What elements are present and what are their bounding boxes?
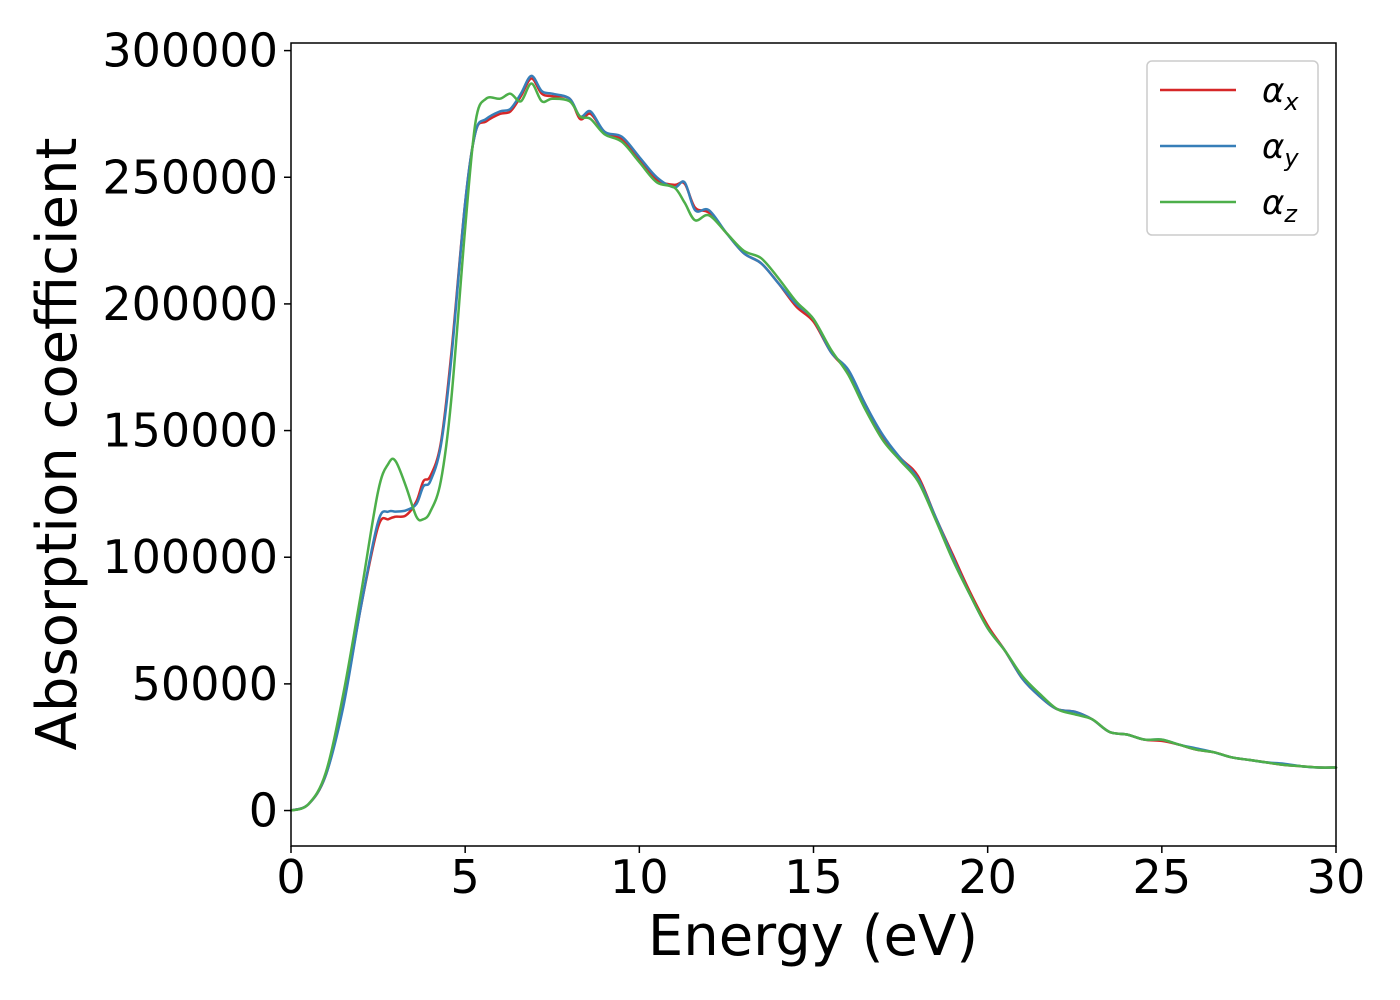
legend-label-subscript: x [1283, 88, 1299, 116]
y-tick-label: 200000 [102, 277, 278, 331]
y-axis-ticks: 0 50000 100000 150000 200000 250000 300000 [102, 24, 291, 838]
legend-frame [1146, 60, 1319, 236]
legend-label-subscript: y [1283, 144, 1299, 172]
y-tick-label: 0 [249, 784, 278, 838]
x-tick-label: 15 [784, 850, 843, 904]
x-axis-title: Energy (eV) [648, 904, 978, 969]
x-axis-ticks: 0 5 10 15 20 25 30 [276, 846, 1365, 904]
x-tick-label: 25 [1133, 850, 1192, 904]
y-tick-label: 150000 [102, 404, 278, 458]
y-tick-label: 300000 [102, 24, 278, 78]
series-layer [289, 74, 1338, 812]
y-tick-label: 50000 [132, 657, 278, 711]
x-tick-label: 10 [610, 850, 669, 904]
y-tick-label: 250000 [102, 150, 278, 204]
legend-label-z: αz [1262, 183, 1298, 228]
y-axis-title: Absorption coefficient [25, 138, 90, 751]
y-tick-label: 100000 [102, 530, 278, 584]
legend-label-subscript: z [1283, 200, 1298, 228]
x-tick-label: 20 [958, 850, 1017, 904]
x-tick-label: 5 [451, 850, 480, 904]
x-tick-label: 30 [1307, 850, 1366, 904]
x-tick-label: 0 [276, 850, 305, 904]
series-line-z [289, 82, 1338, 812]
